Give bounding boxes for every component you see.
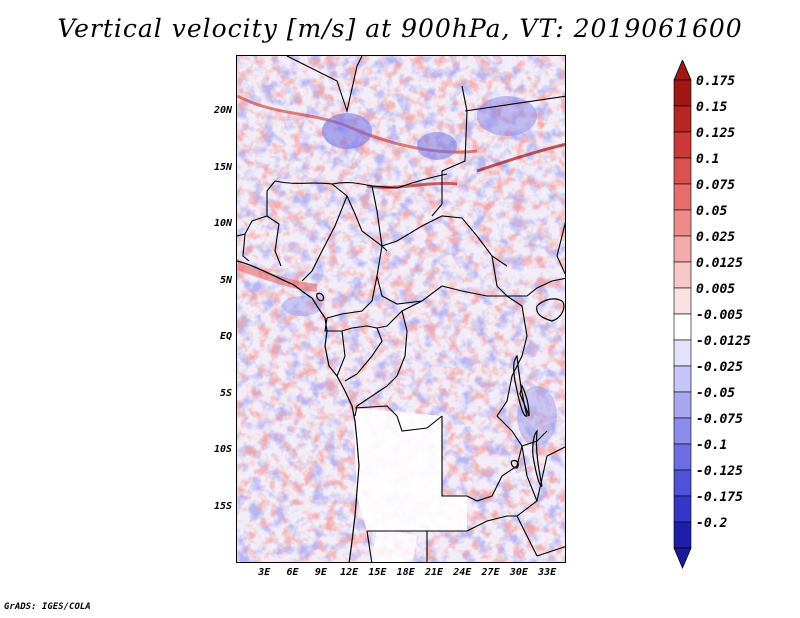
- colorbar-swatch: [673, 521, 692, 549]
- footer-credit: GrADS: IGES/COLA: [4, 602, 91, 612]
- updraft-band-gulf: [237, 262, 318, 292]
- lat-label: 15S: [213, 500, 232, 512]
- coastline: [237, 260, 360, 562]
- updraft-band-sahel: [366, 181, 458, 189]
- lat-label: 5N: [219, 274, 232, 286]
- colorbar-swatch: [673, 287, 692, 315]
- colorbar-label: -0.2: [696, 516, 728, 531]
- lon-label: 3E: [258, 567, 271, 578]
- colorbar-label: 0.1: [696, 152, 720, 167]
- colorbar-label: 0.005: [696, 282, 736, 297]
- lat-label: 20N: [213, 105, 232, 117]
- map-panel: [236, 55, 566, 563]
- colorbar-label: 0.15: [696, 100, 728, 115]
- colorbar-label: -0.005: [696, 308, 743, 323]
- lakes: [316, 292, 565, 487]
- colorbar-swatch: [673, 235, 692, 263]
- calm-region-namibia: [372, 526, 417, 562]
- colorbar-swatch: [673, 365, 692, 393]
- lon-label: 21E: [424, 567, 444, 578]
- colorbar: [673, 60, 692, 570]
- downdraft-area-1: [322, 113, 372, 149]
- colorbar-label: -0.075: [696, 412, 743, 427]
- lat-label: 5S: [219, 387, 232, 399]
- colorbar-label: -0.175: [696, 490, 743, 505]
- lon-label: 15E: [368, 567, 387, 578]
- colorbar-label: 0.025: [696, 230, 736, 245]
- lon-label: 6E: [286, 567, 299, 578]
- colorbar-label: 0.125: [696, 126, 736, 141]
- colorbar-label: 0.05: [696, 204, 728, 219]
- lat-label: EQ: [219, 331, 232, 343]
- colorbar-swatch: [673, 469, 692, 497]
- colorbar-swatch: [673, 339, 692, 367]
- updraft-band-east: [476, 142, 565, 173]
- colorbar-top-arrow: [673, 60, 692, 81]
- calm-region-angola: [355, 408, 467, 531]
- map-title: Vertical velocity [m/s] at 900hPa, VT: 2…: [57, 14, 743, 43]
- colorbar-bottom-arrow: [673, 547, 692, 570]
- colorbar-swatch: [673, 79, 692, 107]
- vertical-velocity-field: [237, 56, 565, 562]
- colorbar-label: 0.075: [696, 178, 736, 193]
- lon-label: 30E: [509, 567, 528, 578]
- colorbar-swatch: [673, 313, 692, 341]
- colorbar-swatch: [673, 209, 692, 237]
- lon-label: 24E: [453, 567, 472, 578]
- colorbar-label: 0.0125: [696, 256, 743, 271]
- colorbar-swatch: [673, 157, 692, 185]
- colorbar-label: -0.025: [696, 360, 743, 375]
- lon-label: 27E: [481, 567, 500, 578]
- downdraft-area-2: [417, 132, 457, 160]
- colorbar-label: -0.05: [696, 386, 736, 401]
- colorbar-swatch: [673, 391, 692, 419]
- colorbar-swatch: [673, 131, 692, 159]
- colorbar-swatch: [673, 261, 692, 289]
- colorbar-label: 0.175: [696, 74, 736, 89]
- lon-label: 9E: [314, 567, 327, 578]
- lon-label: 33E: [538, 567, 557, 578]
- downdraft-area-4: [282, 296, 322, 316]
- colorbar-label: -0.125: [696, 464, 743, 479]
- colorbar-label: -0.1: [696, 438, 728, 453]
- colorbar-swatch: [673, 443, 692, 471]
- lat-label: 10S: [213, 444, 232, 456]
- lat-label: 15N: [213, 161, 232, 173]
- lon-label: 18E: [396, 567, 415, 578]
- downdraft-area-3: [477, 96, 537, 136]
- colorbar-label: -0.0125: [696, 334, 751, 349]
- colorbar-swatch: [673, 495, 692, 523]
- lon-label: 12E: [340, 567, 359, 578]
- country-borders: [237, 56, 565, 562]
- colorbar-swatch: [673, 417, 692, 445]
- lat-label: 10N: [213, 218, 232, 230]
- colorbar-swatch: [673, 183, 692, 211]
- colorbar-swatch: [673, 105, 692, 133]
